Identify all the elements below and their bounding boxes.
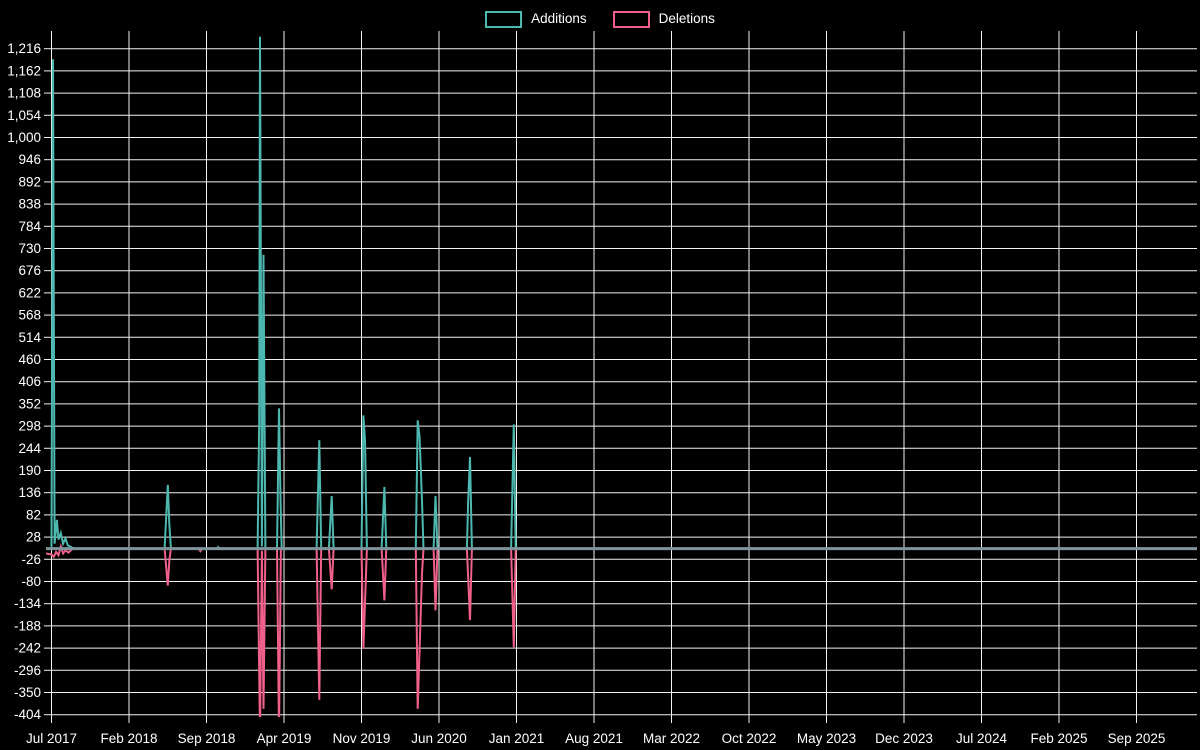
legend-label-additions: Additions	[531, 11, 587, 27]
svg-text:-26: -26	[21, 552, 41, 567]
svg-text:Sep 2018: Sep 2018	[178, 731, 236, 746]
svg-text:406: 406	[18, 374, 41, 389]
svg-text:1,108: 1,108	[7, 86, 41, 101]
deletions-swatch-icon	[612, 10, 650, 28]
svg-text:1,216: 1,216	[7, 41, 41, 56]
svg-text:784: 784	[18, 219, 41, 234]
svg-text:May 2023: May 2023	[797, 731, 856, 746]
svg-text:Jul 2024: Jul 2024	[956, 731, 1008, 746]
svg-text:676: 676	[18, 263, 41, 278]
svg-text:352: 352	[18, 396, 41, 411]
svg-text:244: 244	[18, 441, 41, 456]
legend-label-deletions: Deletions	[658, 11, 715, 27]
svg-text:838: 838	[18, 197, 41, 212]
svg-text:-242: -242	[14, 641, 41, 656]
svg-text:946: 946	[18, 152, 41, 167]
svg-text:Nov 2019: Nov 2019	[333, 731, 391, 746]
svg-text:28: 28	[26, 530, 41, 545]
svg-text:1,162: 1,162	[7, 63, 41, 78]
svg-text:298: 298	[18, 419, 41, 434]
svg-text:136: 136	[18, 485, 41, 500]
svg-text:Sep 2025: Sep 2025	[1108, 731, 1166, 746]
svg-text:190: 190	[18, 463, 41, 478]
svg-text:730: 730	[18, 241, 41, 256]
svg-text:-350: -350	[14, 685, 41, 700]
additions-swatch-icon	[485, 10, 523, 28]
svg-text:Feb 2018: Feb 2018	[100, 731, 157, 746]
svg-text:Jan 2021: Jan 2021	[489, 731, 545, 746]
svg-text:-80: -80	[21, 574, 41, 589]
chart-legend: Additions Deletions	[0, 8, 1200, 30]
svg-text:82: 82	[26, 507, 41, 522]
svg-text:Oct 2022: Oct 2022	[722, 731, 777, 746]
svg-text:622: 622	[18, 285, 41, 300]
legend-item-additions[interactable]: Additions	[485, 10, 587, 28]
svg-text:Mar 2022: Mar 2022	[643, 731, 700, 746]
svg-text:514: 514	[18, 330, 41, 345]
svg-text:Feb 2025: Feb 2025	[1030, 731, 1087, 746]
svg-text:-134: -134	[14, 596, 42, 611]
svg-text:568: 568	[18, 308, 41, 323]
svg-text:-188: -188	[14, 618, 41, 633]
svg-text:Aug 2021: Aug 2021	[565, 731, 623, 746]
svg-text:Jun 2020: Jun 2020	[411, 731, 467, 746]
svg-text:Jul 2017: Jul 2017	[26, 731, 77, 746]
svg-text:Apr 2019: Apr 2019	[257, 731, 312, 746]
svg-text:1,000: 1,000	[7, 130, 41, 145]
svg-text:892: 892	[18, 174, 41, 189]
legend-item-deletions[interactable]: Deletions	[612, 10, 715, 28]
svg-text:-296: -296	[14, 663, 41, 678]
svg-text:Dec 2023: Dec 2023	[875, 731, 933, 746]
svg-text:460: 460	[18, 352, 41, 367]
svg-text:-404: -404	[14, 707, 42, 722]
svg-text:1,054: 1,054	[7, 108, 41, 123]
